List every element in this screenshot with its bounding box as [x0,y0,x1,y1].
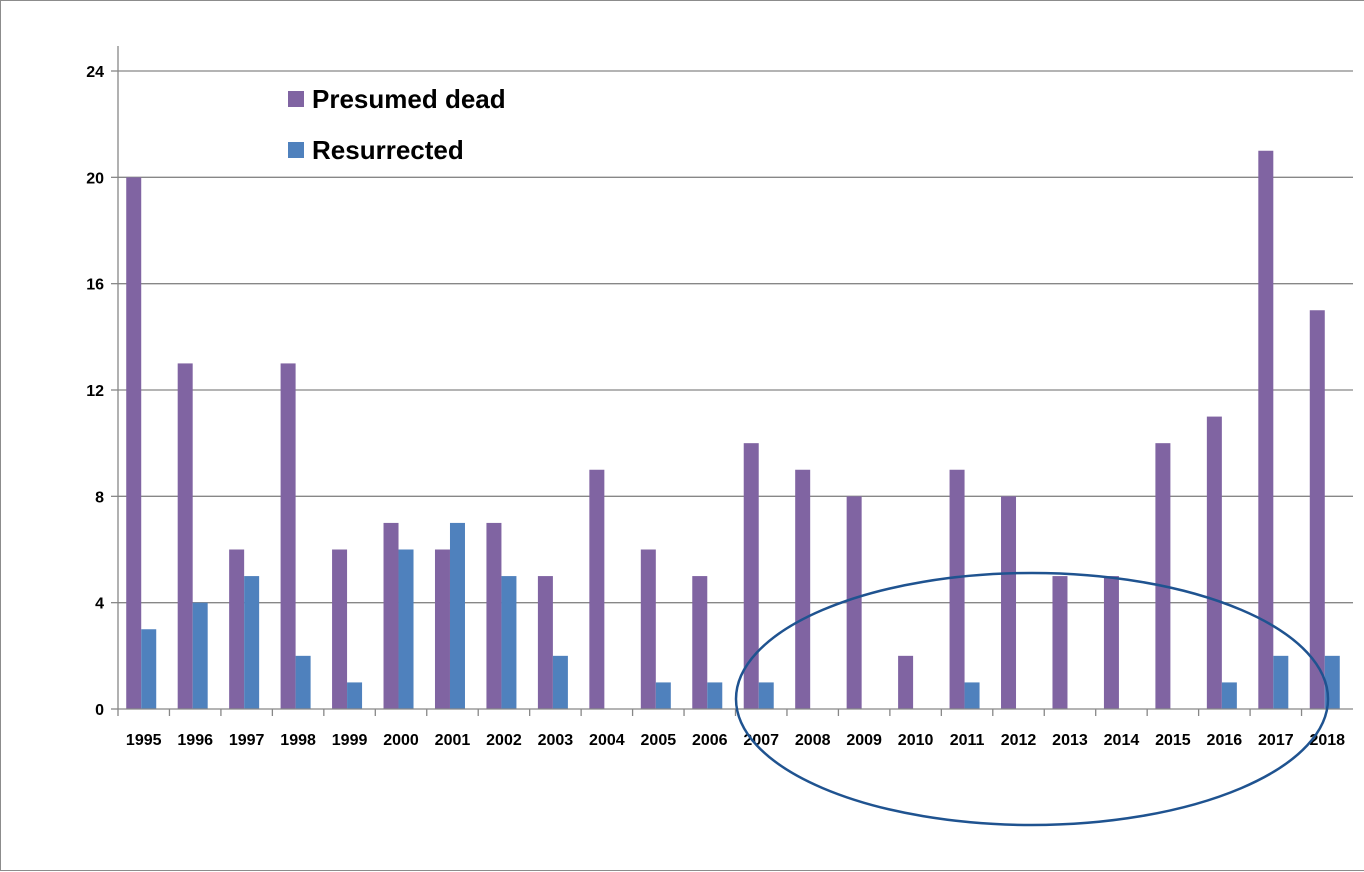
bar-resurrected-2006 [707,682,723,709]
x-tick-label: 2013 [1052,732,1088,749]
x-tick-label: 1997 [229,732,265,749]
x-tick-label: 2010 [898,732,934,749]
axes [117,46,1353,716]
bar-resurrected-2007 [758,682,774,709]
x-tick-label: 2006 [692,732,728,749]
x-axis-tick-labels: 1995 1996 1997 1998 1999 2000 2001 2002 2003 2004… [126,732,1345,749]
bar-presumed-dead-2001 [434,549,450,709]
bar-presumed-dead-2015 [1155,443,1171,709]
bar-presumed-dead-2012 [1001,496,1017,709]
bar-presumed-dead-2018 [1309,310,1325,709]
bar-resurrected-2003 [552,655,568,709]
x-tick-label: 2012 [1001,732,1037,749]
bar-resurrected-1998 [295,655,311,709]
x-tick-label: 2002 [486,732,522,749]
x-tick-label: 1996 [177,732,213,749]
bar-resurrected-1995 [141,629,157,709]
x-tick-label: 1995 [126,732,162,749]
legend-label-resurrected: Resurrected [312,135,464,165]
x-tick-label: 2005 [641,732,677,749]
y-tick-label: 20 [86,170,104,187]
x-tick-label: 2011 [950,732,985,749]
y-axis-tick-labels: 0 4 8 12 16 20 24 [86,64,104,719]
bar-presumed-dead-1998 [280,363,296,709]
x-tick-label: 1998 [280,732,316,749]
x-tick-label: 2003 [538,732,574,749]
x-tick-label: 2016 [1207,732,1243,749]
bar-resurrected-2011 [964,682,980,709]
y-tick-label: 16 [86,277,104,294]
bar-presumed-dead-2000 [383,522,399,709]
bar-resurrected-1996 [192,602,208,709]
x-tick-label: 2014 [1104,732,1140,749]
y-tick-label: 8 [95,489,104,506]
x-tick-label: 1999 [332,732,368,749]
bar-presumed-dead-2013 [1052,576,1068,709]
y-tick-label: 4 [95,596,104,613]
x-tick-label: 2017 [1258,732,1294,749]
x-tick-label: 2009 [846,732,882,749]
x-tick-label: 2015 [1155,732,1191,749]
bar-resurrected-2001 [449,522,465,709]
bar-presumed-dead-2007 [743,443,759,709]
gridlines [111,70,1353,710]
bar-presumed-dead-2006 [692,576,708,709]
bar-presumed-dead-2017 [1258,150,1274,709]
bar-presumed-dead-1996 [177,363,193,709]
x-tick-label: 2018 [1309,732,1345,749]
bar-presumed-dead-2011 [949,469,965,709]
bar-presumed-dead-1999 [332,549,348,709]
bar-resurrected-2016 [1221,682,1237,709]
bar-presumed-dead-2009 [846,496,862,709]
bar-presumed-dead-2002 [486,522,502,709]
bar-presumed-dead-2005 [640,549,656,709]
x-tick-label: 2008 [795,732,831,749]
bar-resurrected-2002 [501,576,517,709]
bar-presumed-dead-2014 [1103,576,1119,709]
x-tick-label: 2004 [589,732,625,749]
bar-presumed-dead-2010 [898,655,914,709]
bar-presumed-dead-2008 [795,469,811,709]
x-tick-label: 2001 [435,732,471,749]
bar-presumed-dead-2004 [589,469,605,709]
bar-resurrected-1997 [244,576,260,709]
y-tick-label: 0 [95,702,104,719]
bar-presumed-dead-1997 [229,549,245,709]
legend-swatch-presumed-dead [288,91,304,107]
bar-resurrected-2017 [1273,655,1289,709]
legend: Presumed dead Resurrected [288,84,506,165]
highlight-ellipse [734,571,1330,827]
bar-resurrected-2000 [398,549,414,709]
bar-presumed-dead-2016 [1206,416,1222,709]
bar-presumed-dead-1995 [126,177,142,710]
series-presumed-dead [126,150,1325,710]
bar-resurrected-1999 [347,682,363,709]
y-tick-label: 24 [86,64,104,81]
x-tick-label: 2000 [383,732,419,749]
legend-swatch-resurrected [288,142,304,158]
bar-presumed-dead-2003 [537,576,553,709]
legend-label-presumed-dead: Presumed dead [312,84,506,114]
x-tick-label: 2007 [743,732,779,749]
bar-resurrected-2005 [655,682,671,709]
y-tick-label: 12 [86,383,104,400]
